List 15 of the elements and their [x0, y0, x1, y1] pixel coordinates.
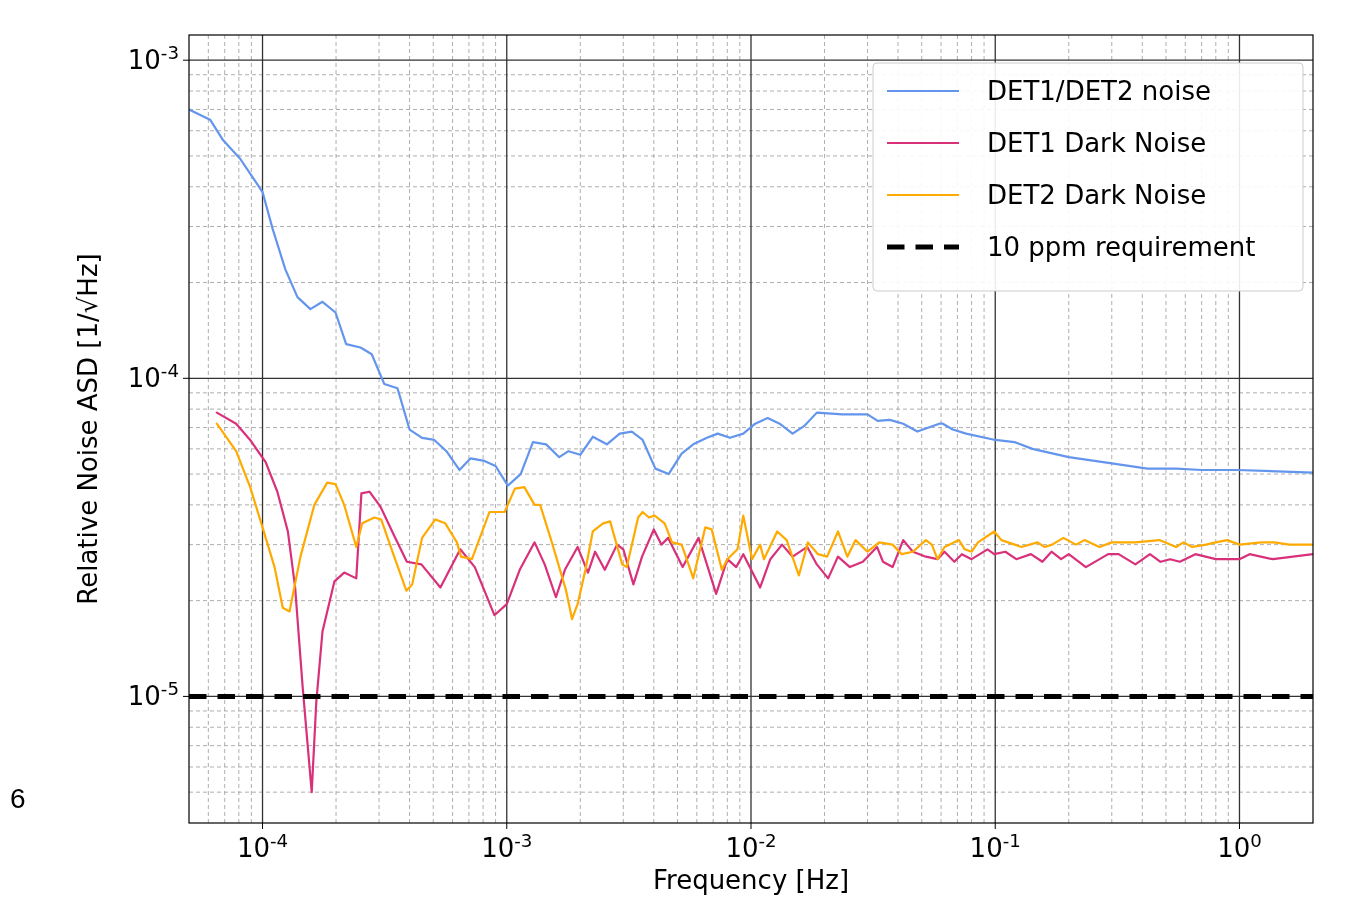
- text: 6: [10, 783, 26, 814]
- legend-label: DET1/DET2 noise: [987, 76, 1211, 106]
- y-tick-label: 10$^{-5}$: [127, 677, 179, 712]
- y-axis-title: Relative Noise ASD [1/√Hz]: [73, 253, 103, 605]
- x-tick-label: 10$^{-3}$: [481, 829, 533, 863]
- x-tick-label: 10$^{-1}$: [969, 829, 1021, 863]
- legend-label: DET1 Dark Noise: [987, 128, 1207, 158]
- legend-label: DET2 Dark Noise: [987, 180, 1207, 210]
- x-tick-label: 10$^{0}$: [1217, 829, 1262, 863]
- x-tick-label: 10$^{-4}$: [236, 829, 289, 863]
- x-axis-title: Frequency [Hz]: [652, 865, 850, 895]
- legend-label: 10 ppm requirement: [987, 232, 1256, 262]
- x-tick-label: 10$^{-2}$: [725, 829, 777, 863]
- y-tick-label: 10$^{-4}$: [127, 359, 179, 394]
- y-tick-label: 10$^{-3}$: [127, 41, 179, 76]
